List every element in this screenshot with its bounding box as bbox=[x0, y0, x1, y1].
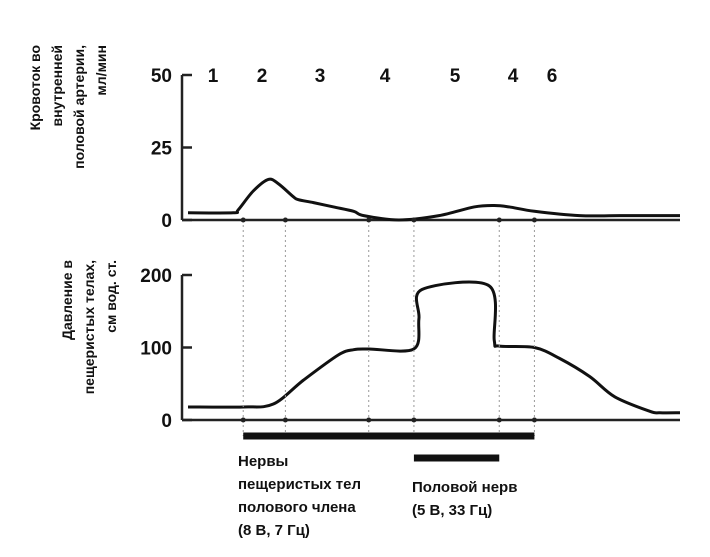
phase-marker-dot bbox=[366, 217, 372, 223]
y-tick-label: 0 bbox=[161, 211, 172, 232]
y-axis-label-line: Кровоток во bbox=[27, 45, 43, 130]
phase-label: 2 bbox=[257, 66, 268, 87]
phase-label: 6 bbox=[547, 66, 558, 87]
stimulus-label-line: Нервы bbox=[238, 453, 288, 470]
phase-label: 5 bbox=[450, 66, 461, 87]
series-line bbox=[187, 177, 680, 222]
phase-markers bbox=[240, 217, 537, 436]
series-line bbox=[187, 280, 681, 415]
y-tick-label: 200 bbox=[140, 266, 172, 287]
stimulus-label-line: Половой нерв bbox=[412, 479, 517, 496]
phase-marker-dot bbox=[496, 217, 502, 223]
pressure-panel: 200 100 0 Давление в пещеристых телах, см вод… bbox=[59, 260, 681, 432]
stimulus-label: Нервы пещеристых тел полового члена (8 В, 7… bbox=[238, 453, 361, 539]
y-axis-label: Давление в пещеристых телах, см вод. ст. bbox=[59, 260, 119, 395]
phase-marker-dot bbox=[531, 417, 537, 423]
stimulus-label: Половой нерв (5 В, 33 Гц) bbox=[412, 479, 517, 519]
y-axis-label: Кровоток во внутренней половой артерии, мл/… bbox=[27, 45, 109, 169]
y-axis-label-line: пещеристых телах, bbox=[81, 260, 97, 394]
y-axis-label-line: Давление в bbox=[59, 260, 75, 340]
phase-marker-dot bbox=[411, 417, 417, 423]
phase-marker-dot bbox=[531, 217, 537, 223]
stimulus-label-line: полового члена bbox=[238, 499, 356, 516]
y-tick-label: 0 bbox=[161, 411, 172, 432]
stimulus-label-line: (5 В, 33 Гц) bbox=[412, 502, 492, 519]
y-axis-label-line: половой артерии, bbox=[71, 45, 87, 169]
stimulus-label-line: (8 В, 7 Гц) bbox=[238, 522, 310, 539]
phase-marker-dot bbox=[240, 217, 246, 223]
y-axis-label-line: мл/мин bbox=[93, 45, 109, 96]
phase-marker-dot bbox=[366, 417, 372, 423]
phase-label: 1 bbox=[208, 66, 219, 87]
y-tick-label: 100 bbox=[140, 339, 172, 360]
y-axis-label-line: см вод. ст. bbox=[103, 260, 119, 333]
phase-marker-dot bbox=[496, 417, 502, 423]
phase-marker-dot bbox=[240, 417, 246, 423]
phase-marker-dot bbox=[282, 217, 288, 223]
phase-label: 3 bbox=[315, 66, 326, 87]
y-tick-label: 50 bbox=[151, 66, 172, 87]
phase-label: 4 bbox=[380, 66, 391, 87]
y-tick-label: 25 bbox=[151, 139, 173, 160]
phase-marker-dot bbox=[282, 417, 288, 423]
phase-label: 4 bbox=[508, 66, 519, 87]
stimulus-label-line: пещеристых тел bbox=[238, 476, 361, 493]
y-axis-label-line: внутренней bbox=[49, 45, 65, 127]
stimulation-bars: Нервы пещеристых тел полового члена (8 В, 7… bbox=[238, 432, 535, 539]
phase-marker-dot bbox=[411, 217, 417, 223]
